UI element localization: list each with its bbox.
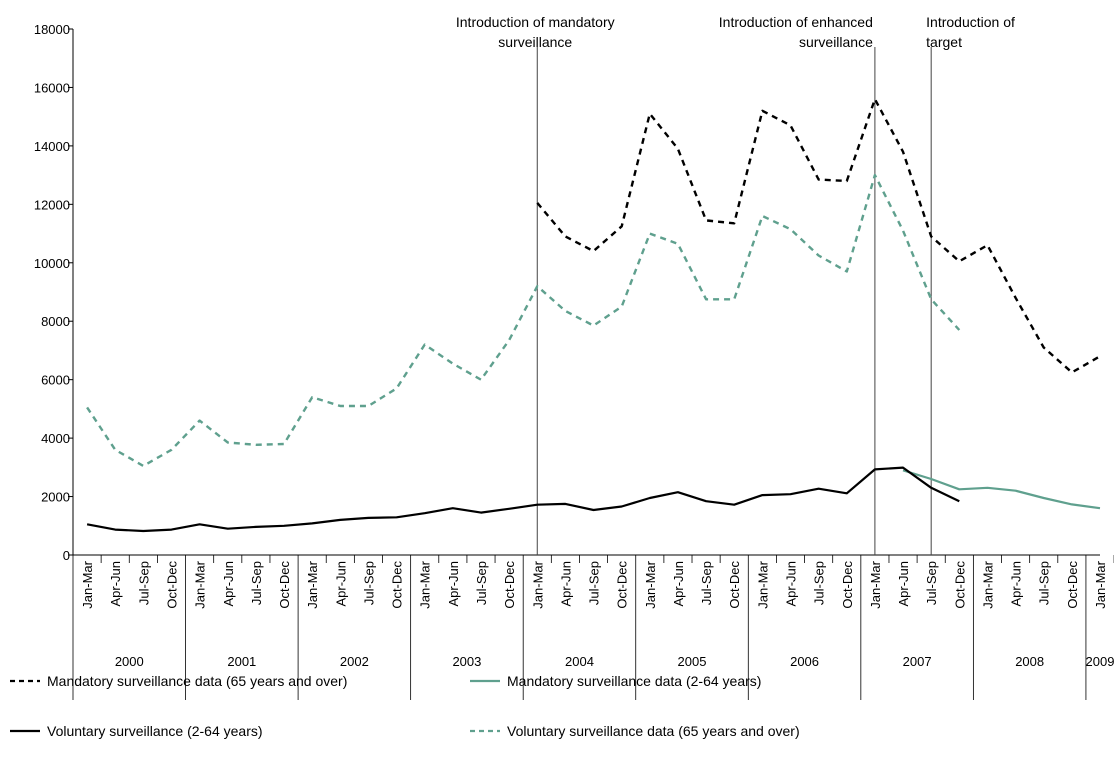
x-year-label: 2000	[115, 654, 144, 669]
annotation-label: surveillance	[498, 34, 572, 50]
x-tick-label: Jul-Sep	[361, 561, 376, 605]
x-year-label: 2005	[678, 654, 707, 669]
x-tick-label: Apr-Jun	[558, 561, 573, 607]
y-tick-label: 12000	[34, 197, 70, 212]
x-year-label: 2003	[452, 654, 481, 669]
y-tick-label: 10000	[34, 256, 70, 271]
legend-label: Mandatory surveillance data (2-64 years)	[507, 673, 761, 689]
series-lines	[86, 97, 1101, 533]
x-tick-label: Oct-Dec	[1065, 561, 1080, 609]
x-year-label: 2007	[903, 654, 932, 669]
annotations: Introduction of mandatory surveillance Int…	[456, 14, 1015, 555]
y-tick-label: 8000	[41, 314, 70, 329]
x-tick-label: Oct-Dec	[164, 561, 179, 609]
x-tick-label: Jan-Mar	[755, 560, 770, 608]
legend: Mandatory surveillance data (65 years an…	[10, 673, 800, 739]
series-line-2	[902, 469, 1101, 510]
x-tick-label: Jan-Mar	[1093, 560, 1108, 608]
x-tick-label: Apr-Jun	[221, 561, 236, 607]
x-tick-label: Jul-Sep	[474, 561, 489, 605]
x-tick-label: Jul-Sep	[1037, 561, 1052, 605]
x-tick-label: Apr-Jun	[333, 561, 348, 607]
x-year-label: 2009	[1086, 654, 1114, 669]
y-axis-ticks: 0 2000 4000 6000 8000 10000 12000 14000 16000 180…	[34, 22, 73, 563]
series-line-4	[86, 173, 961, 468]
x-year-label: 2001	[227, 654, 256, 669]
x-tick-label: Apr-Jun	[671, 561, 686, 607]
annotation-label: target	[926, 34, 962, 50]
axes	[72, 29, 1100, 556]
annotation-label: surveillance	[799, 34, 873, 50]
annotation-label: Introduction of enhanced	[719, 14, 873, 30]
x-tick-label: Apr-Jun	[783, 561, 798, 607]
x-axis-ticks: Jan-Mar Apr-Jun Jul-Sep Oct-Dec Jan-Mar Apr-J…	[72, 555, 1114, 700]
x-tick-label: Jul-Sep	[587, 561, 602, 605]
y-tick-label: 6000	[41, 373, 70, 388]
x-tick-label: Oct-Dec	[952, 561, 967, 609]
y-tick-label: 2000	[41, 490, 70, 505]
legend-label: Voluntary surveillance (2-64 years)	[47, 723, 263, 739]
x-tick-label: Jul-Sep	[812, 561, 827, 605]
x-tick-label: Jul-Sep	[924, 561, 939, 605]
series-line-1	[536, 97, 1101, 374]
y-tick-label: 14000	[34, 139, 70, 154]
x-tick-label: Apr-Jun	[1009, 561, 1024, 607]
y-tick-label: 0	[63, 548, 70, 563]
y-tick-label: 16000	[34, 80, 70, 95]
x-tick-label: Apr-Jun	[896, 561, 911, 607]
x-tick-label: Oct-Dec	[615, 561, 630, 609]
x-tick-label: Jan-Mar	[80, 560, 95, 608]
legend-label: Voluntary surveillance data (65 years an…	[507, 723, 800, 739]
x-tick-label: Jul-Sep	[249, 561, 264, 605]
x-tick-label: Jan-Mar	[418, 560, 433, 608]
x-tick-label: Jul-Sep	[699, 561, 714, 605]
x-year-label: 2002	[340, 654, 369, 669]
x-tick-label: Oct-Dec	[277, 561, 292, 609]
x-year-label: 2008	[1015, 654, 1044, 669]
x-year-label: 2004	[565, 654, 594, 669]
x-tick-label: Oct-Dec	[390, 561, 405, 609]
x-tick-label: Apr-Jun	[108, 561, 123, 607]
x-tick-label: Jan-Mar	[530, 560, 545, 608]
legend-label: Mandatory surveillance data (65 years an…	[47, 673, 347, 689]
y-tick-label: 4000	[41, 431, 70, 446]
y-tick-label: 18000	[34, 22, 70, 37]
x-tick-label: Jan-Mar	[980, 560, 995, 608]
x-tick-label: Oct-Dec	[840, 561, 855, 609]
x-tick-label: Jan-Mar	[193, 560, 208, 608]
series-line-3	[86, 466, 960, 533]
x-tick-label: Oct-Dec	[502, 561, 517, 609]
x-tick-label: Oct-Dec	[727, 561, 742, 609]
x-tick-label: Jul-Sep	[136, 561, 151, 605]
annotation-label: Introduction of	[926, 14, 1015, 30]
x-year-label: 2006	[790, 654, 819, 669]
x-tick-label: Jan-Mar	[868, 560, 883, 608]
x-tick-label: Apr-Jun	[446, 561, 461, 607]
x-tick-label: Jan-Mar	[643, 560, 658, 608]
annotation-label: Introduction of mandatory	[456, 14, 615, 30]
x-tick-label: Jan-Mar	[305, 560, 320, 608]
